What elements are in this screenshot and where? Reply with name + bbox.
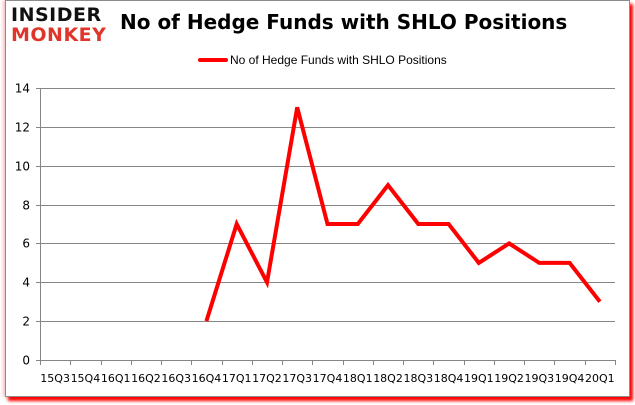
data-series (204, 106, 602, 322)
x-tick-label: 19Q3 (525, 372, 555, 385)
legend-label: No of Hedge Funds with SHLO Positions (230, 53, 447, 67)
x-tick-label: 17Q2 (252, 372, 282, 385)
y-axis: 0 2 4 6 8 10 12 14 (15, 82, 41, 368)
x-tick-label: 18Q2 (373, 372, 403, 385)
y-tick-label: 4 (22, 276, 30, 290)
y-tick-label: 8 (22, 199, 30, 213)
series-line (204, 106, 602, 322)
y-tick-label: 2 (22, 315, 30, 329)
x-tick-label: 19Q2 (494, 372, 524, 385)
chart-title: No of Hedge Funds with SHLO Positions (120, 10, 568, 34)
x-tick-label: 16Q1 (101, 372, 131, 385)
x-tick-label: 17Q4 (313, 372, 343, 385)
y-tick-label: 14 (15, 82, 30, 96)
x-tick-label: 17Q1 (222, 372, 252, 385)
logo-text-bottom: MONKEY (11, 24, 107, 46)
x-tick-label: 20Q1 (585, 372, 615, 385)
x-tick-label: 16Q3 (161, 372, 191, 385)
insider-monkey-logo: INSIDER MONKEY (11, 6, 111, 45)
x-tick-label: 15Q4 (71, 372, 101, 385)
chart-frame (5, 0, 630, 397)
y-tick-label: 10 (15, 160, 30, 174)
x-tick-label: 15Q3 (40, 372, 70, 385)
x-tick-label: 18Q4 (434, 372, 464, 385)
y-tick-label: 0 (22, 354, 30, 368)
y-tick-label: 6 (22, 237, 30, 251)
logo-text-top: INSIDER (11, 4, 102, 26)
gridlines (40, 88, 615, 361)
chart-legend: No of Hedge Funds with SHLO Positions (198, 53, 447, 67)
x-tick-label: 19Q1 (464, 372, 494, 385)
x-tick-label: 18Q1 (343, 372, 373, 385)
x-tick-label: 17Q3 (282, 372, 312, 385)
x-tick-label: 16Q2 (131, 372, 161, 385)
x-axis: 15Q3 15Q4 16Q1 16Q2 16Q3 16Q4 17Q1 17Q2 17Q3 17Q4… (40, 360, 616, 385)
x-tick-label: 16Q4 (192, 372, 222, 385)
legend-line-swatch-icon (198, 58, 228, 62)
x-tick-label: 18Q3 (403, 372, 433, 385)
x-tick-label: 19Q4 (555, 372, 585, 385)
y-tick-label: 12 (15, 121, 30, 135)
